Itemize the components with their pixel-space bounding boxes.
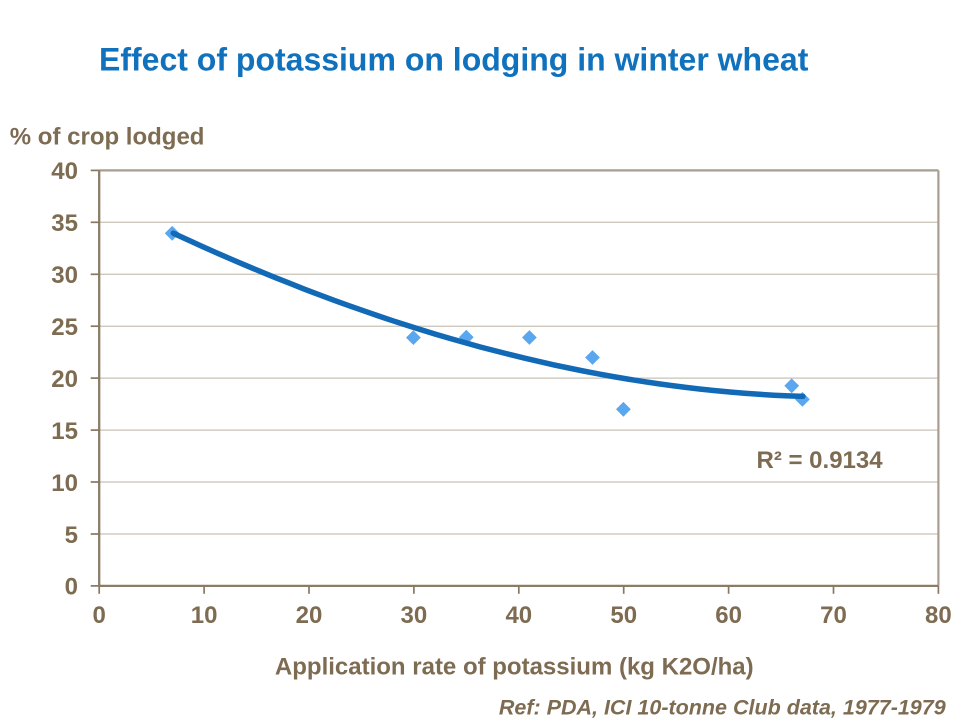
svg-text:% of crop lodged: % of crop lodged [10,124,205,151]
svg-text:15: 15 [51,418,78,445]
svg-text:25: 25 [51,314,78,341]
svg-text:30: 30 [401,602,428,629]
svg-text:80: 80 [925,602,952,629]
svg-text:0: 0 [93,602,106,629]
svg-text:Ref: PDA, ICI 10-tonne Club da: Ref: PDA, ICI 10-tonne Club data, 1977-1… [499,696,946,720]
svg-text:10: 10 [51,470,78,497]
svg-text:5: 5 [65,522,78,549]
svg-text:20: 20 [51,366,78,393]
svg-text:Effect of potassium on lodging: Effect of potassium on lodging in winter… [99,42,809,78]
svg-text:30: 30 [51,262,78,289]
svg-text:70: 70 [820,602,847,629]
svg-text:60: 60 [715,602,742,629]
svg-text:Application rate of potassium: Application rate of potassium (kg K2O/ha… [275,654,754,681]
svg-text:35: 35 [51,210,78,237]
svg-text:10: 10 [191,602,218,629]
svg-text:50: 50 [610,602,637,629]
svg-text:40: 40 [505,602,532,629]
svg-text:40: 40 [51,158,78,185]
svg-text:20: 20 [296,602,323,629]
svg-text:0: 0 [65,574,78,601]
svg-text:R² = 0.9134: R² = 0.9134 [757,447,884,474]
